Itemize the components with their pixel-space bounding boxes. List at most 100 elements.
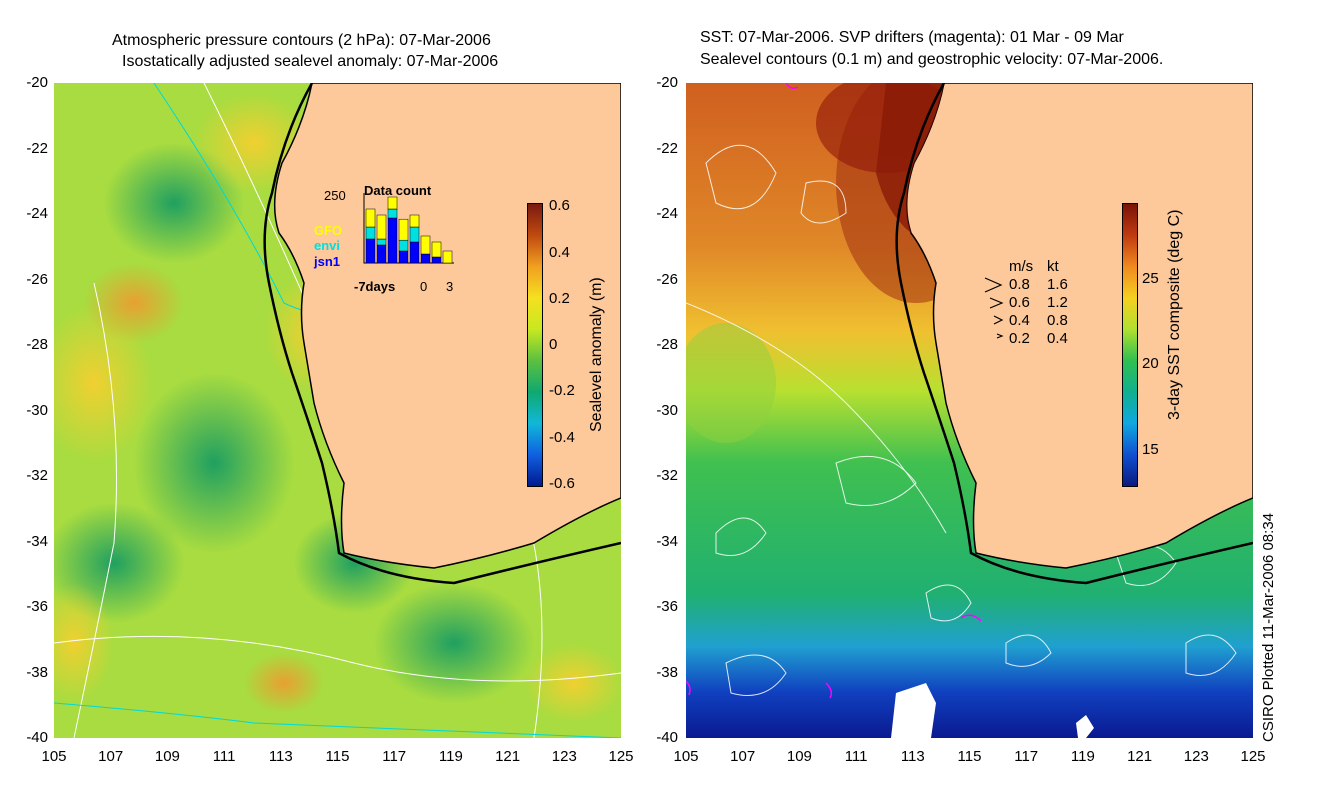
inset-bar — [409, 214, 420, 228]
inset-title: Data count — [364, 183, 432, 198]
shelf-break-contour — [263, 83, 621, 585]
left-x-tick: 111 — [212, 748, 236, 765]
svp-drifter-tracks — [686, 83, 982, 699]
left-y-tick: -40 — [26, 729, 48, 746]
left-y-tick: -32 — [26, 467, 48, 484]
right-cbar-tick-15: 15 — [1142, 441, 1159, 458]
left-title-line2: Isostatically adjusted sealevel anomaly:… — [122, 53, 499, 70]
right-title-line2: Sealevel contours (0.1 m) and geostrophi… — [700, 51, 1164, 68]
left-x-tick: 117 — [382, 748, 407, 765]
right-y-tick: -32 — [656, 467, 678, 484]
inset-bar — [431, 241, 442, 258]
right-cbar-label: 3-day SST composite (deg C) — [1166, 209, 1183, 420]
right-y-tick: -26 — [656, 270, 678, 288]
right-y-tick: -22 — [656, 139, 678, 157]
right-x-tick: 107 — [730, 748, 756, 765]
inset-bar — [420, 253, 431, 264]
left-x-tick: 123 — [551, 748, 577, 765]
velocity-row-04-kt: 0.8 — [1047, 312, 1068, 329]
left-x-tick: 125 — [608, 748, 634, 765]
shelf-break-contour-right — [895, 83, 1253, 585]
inset-bar — [365, 208, 376, 228]
inset-bar — [376, 214, 387, 240]
sealevel-colorbar — [527, 203, 543, 487]
velocity-row-06-ms: 0.6 — [1009, 294, 1030, 311]
right-x-tick: 125 — [1240, 748, 1266, 765]
inset-bar — [431, 256, 442, 264]
inset-bar — [387, 196, 398, 210]
left-x-tick: 105 — [41, 748, 67, 765]
right-x-tick: 109 — [786, 748, 812, 765]
right-y-tick: -30 — [656, 401, 678, 419]
right-y-tick: -24 — [656, 205, 678, 222]
inset-series-gfo: GFO — [314, 223, 343, 238]
inset-bar — [409, 241, 420, 264]
left-y-tick: -38 — [26, 663, 48, 681]
velocity-arrow-glyphs — [984, 277, 1004, 339]
right-x-tick: 119 — [1070, 748, 1095, 765]
left-y-tick: -20 — [26, 74, 48, 91]
inset-xlabel-zero: 0 — [420, 279, 428, 294]
right-map-graphic — [686, 83, 1253, 738]
right-y-tick: -40 — [656, 729, 678, 746]
left-cbar-label: Sealevel anomaly (m) — [588, 277, 605, 432]
inset-bar — [442, 250, 453, 264]
left-title-line1: Atmospheric pressure contours (2 hPa): 0… — [112, 32, 491, 49]
velocity-row-02-ms: 0.2 — [1009, 330, 1030, 347]
inset-bar — [376, 244, 387, 264]
left-cbar-tick-m04: -0.4 — [549, 429, 575, 446]
left-cbar-tick-m06: -0.6 — [549, 475, 575, 492]
left-y-tick: -34 — [26, 532, 48, 550]
right-x-tick: 117 — [1014, 748, 1039, 765]
velocity-row-04-ms: 0.4 — [1009, 312, 1030, 329]
left-x-tick: 119 — [438, 748, 463, 765]
left-cbar-tick-m02: -0.2 — [549, 382, 575, 399]
velocity-header-ms: m/s — [1009, 258, 1034, 275]
sealevel-anomaly-map: Data count 250 GFO envi jsn1 -7days 0 3 — [54, 83, 621, 738]
sealevel-contours — [686, 144, 1237, 696]
right-title-line1: SST: 07-Mar-2006. SVP drifters (magenta)… — [700, 29, 1124, 46]
right-cbar-tick-20: 20 — [1142, 355, 1159, 372]
sst-colorbar — [1122, 203, 1138, 487]
right-y-tick: -36 — [656, 598, 678, 615]
left-cbar-tick-02: 0.2 — [549, 290, 570, 307]
left-y-tick: -36 — [26, 598, 48, 615]
inset-bar — [398, 239, 409, 252]
velocity-row-02-kt: 0.4 — [1047, 330, 1068, 347]
velocity-header-kt: kt — [1047, 258, 1059, 275]
left-cbar-tick-06: 0.6 — [549, 197, 570, 214]
right-x-tick: 123 — [1183, 748, 1209, 765]
inset-bar — [365, 238, 376, 264]
inset-xlabel-end: 3 — [446, 279, 454, 294]
right-x-tick: 113 — [900, 748, 925, 765]
inset-series-jsn1: jsn1 — [314, 254, 341, 269]
inset-ymax: 250 — [324, 188, 346, 203]
inset-bar — [387, 208, 398, 219]
inset-bar — [409, 226, 420, 243]
right-y-tick: -38 — [656, 663, 678, 681]
left-y-tick: -26 — [26, 270, 48, 288]
plot-credit: CSIRO Plotted 11-Mar-2006 08:34 — [1260, 512, 1277, 742]
left-y-tick: -30 — [26, 401, 48, 419]
left-x-tick: 107 — [98, 748, 124, 765]
right-x-tick: 121 — [1127, 748, 1153, 765]
inset-xlabel-start: -7days — [354, 279, 396, 294]
right-cbar-tick-25: 25 — [1142, 270, 1159, 287]
velocity-legend: m/s kt 0.8 1.6 0.6 1.2 0.4 0.8 0.2 0.4 — [981, 258, 1091, 358]
inset-bar — [376, 238, 387, 246]
data-count-inset: Data count 250 GFO envi jsn1 -7days 0 3 — [314, 183, 464, 294]
velocity-row-08-kt: 1.6 — [1047, 276, 1068, 293]
sst-map: m/s kt 0.8 1.6 0.6 1.2 0.4 0.8 0.2 0.4 — [686, 83, 1253, 738]
right-y-tick: -20 — [656, 74, 678, 91]
right-x-tick: 115 — [957, 748, 982, 765]
inset-bar — [387, 217, 398, 264]
left-y-tick: -28 — [26, 336, 48, 353]
left-x-tick: 109 — [154, 748, 180, 765]
left-cbar-tick-04: 0.4 — [549, 244, 570, 261]
left-cbar-tick-0: 0 — [549, 336, 558, 353]
right-x-tick: 105 — [673, 748, 699, 765]
right-y-tick: -34 — [656, 532, 678, 550]
inset-bar — [398, 218, 409, 241]
left-x-tick: 121 — [495, 748, 521, 765]
right-x-tick: 111 — [844, 748, 868, 765]
